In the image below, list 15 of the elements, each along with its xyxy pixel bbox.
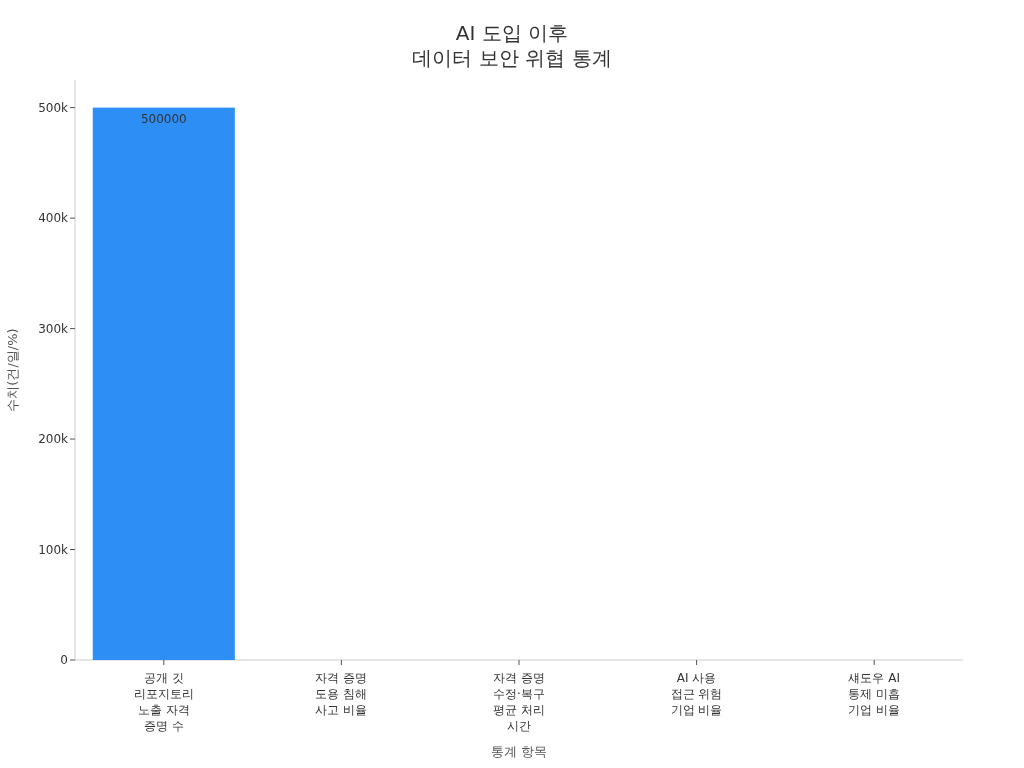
y-tick-label: 500k (38, 100, 69, 115)
x-tick-label: 섀도우 AI 통제 미흡 기업 비율 (848, 671, 901, 717)
y-tick-label: 400k (38, 211, 69, 226)
y-tick-label: 200k (38, 432, 69, 447)
x-axis-title: 통계 항목 (490, 744, 548, 759)
y-axis-title: 수치(건/일/%) (5, 328, 20, 412)
data-label: 500000 (140, 111, 187, 126)
y-tick-label: 0 (60, 653, 68, 667)
y-tick-label: 300k (38, 321, 69, 336)
x-tick-label: AI 사용 접근 위험 기업 비율 (670, 671, 723, 717)
chart-title: AI 도입 이후 데이터 보안 위협 통계 (412, 21, 612, 70)
x-tick-label: 자격 증명 수정·복구 평균 처리 시간 (493, 671, 545, 733)
y-tick-label: 100k (38, 542, 69, 557)
x-tick-label: 공개 깃 리포지토리 노출 자격 증명 수 (133, 671, 194, 733)
x-tick-label: 자격 증명 도용 침해 사고 비율 (315, 671, 368, 717)
